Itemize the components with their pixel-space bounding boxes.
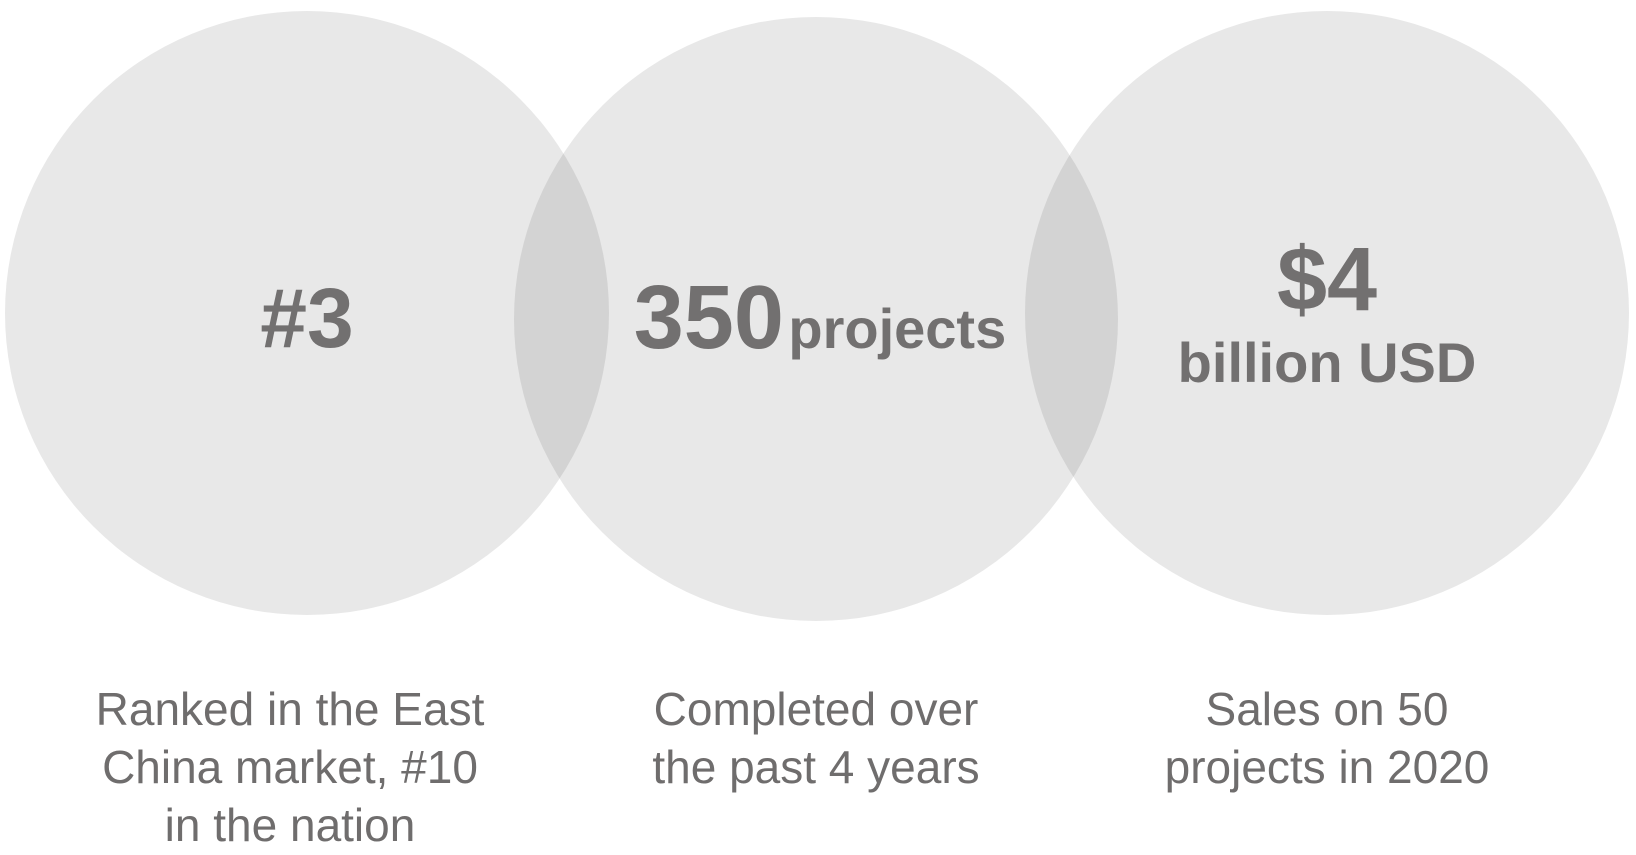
stat-projects-caption: Completed over the past 4 years xyxy=(652,683,980,793)
stat-rank-value: #3 xyxy=(197,270,417,366)
stat-rank-caption: Ranked in the East China market, #10 in … xyxy=(95,683,485,851)
stat-sales-number: $4 xyxy=(1276,230,1378,330)
stat-sales-caption: Sales on 50 projects in 2020 xyxy=(1164,683,1490,793)
stat-projects-unit: projects xyxy=(788,297,1007,360)
stat-projects-value: 350 projects xyxy=(560,268,1080,394)
stat-sales-value: $4 billion USD xyxy=(1127,230,1527,396)
circle-sales xyxy=(1025,11,1629,615)
stat-projects-number: 350 xyxy=(633,268,784,368)
stat-sales-unit: billion USD xyxy=(1177,331,1477,394)
stat-rank-number: #3 xyxy=(260,271,354,365)
circle-projects xyxy=(514,17,1118,621)
circle-rank xyxy=(5,11,609,615)
